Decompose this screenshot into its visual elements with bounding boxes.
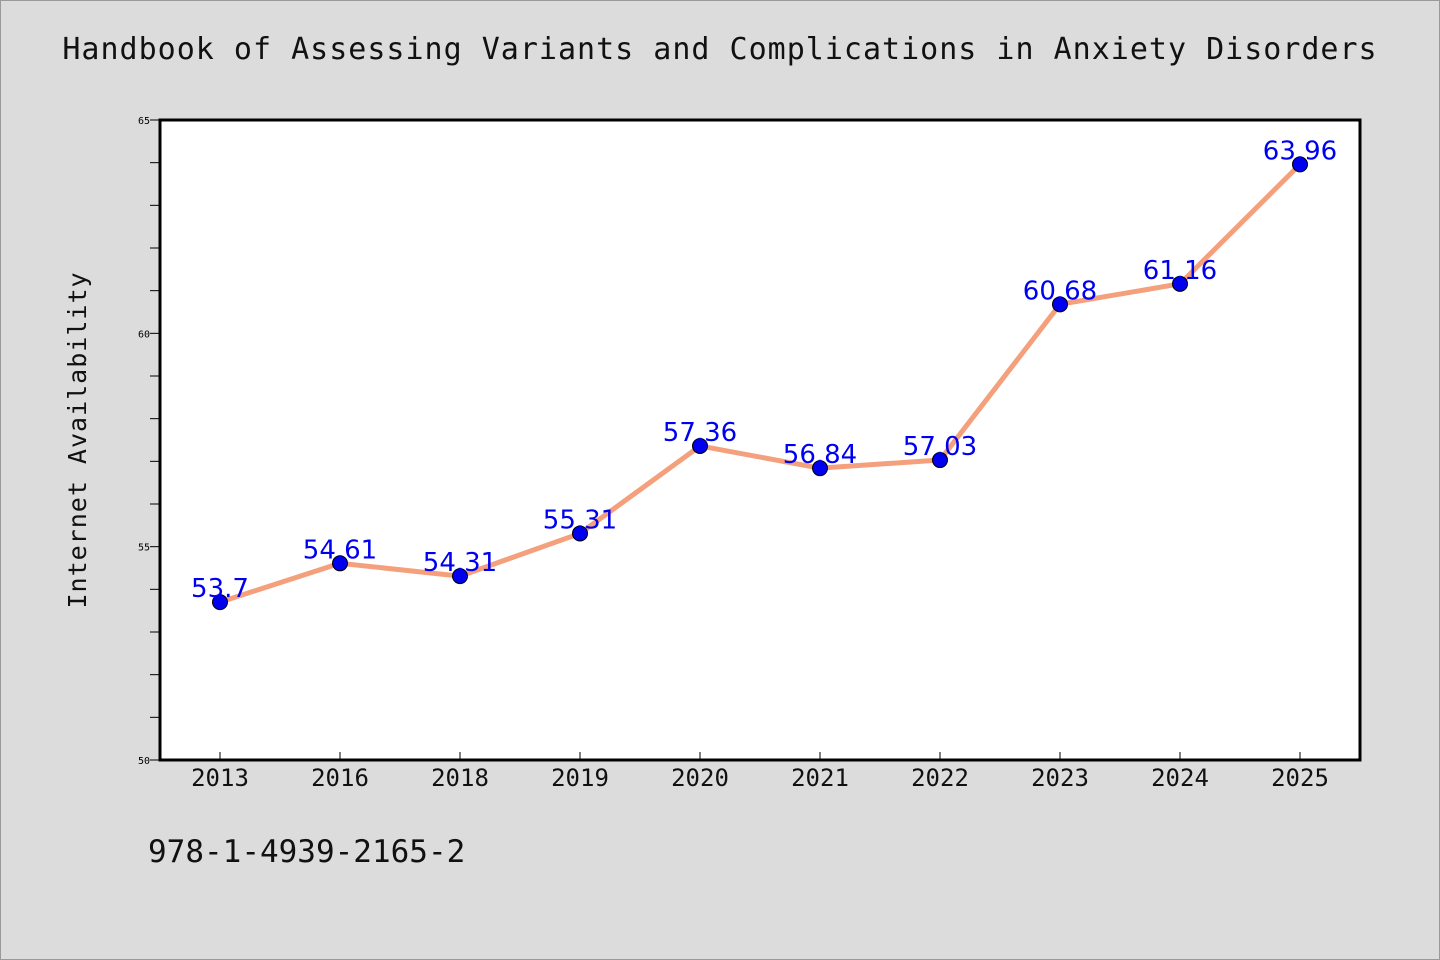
data-label: 54.61 bbox=[303, 535, 377, 565]
data-point bbox=[572, 525, 588, 542]
x-tick-label: 2020 bbox=[671, 764, 729, 792]
data-label: 61.16 bbox=[1143, 256, 1217, 286]
chart-title: Handbook of Assessing Variants and Compl… bbox=[62, 32, 1378, 67]
y-axis: 50 55 60 65 bbox=[138, 116, 160, 767]
x-tick-label: 2016 bbox=[311, 764, 369, 792]
x-tick-label: 2023 bbox=[1031, 764, 1089, 792]
x-axis: 2013 2016 2018 2019 2020 2021 2022 2023 2024 2025 bbox=[191, 752, 1329, 792]
data-points bbox=[212, 156, 1308, 611]
plot-border bbox=[158, 118, 1362, 762]
data-point bbox=[332, 555, 348, 572]
data-point bbox=[212, 594, 228, 611]
data-point bbox=[1172, 275, 1188, 292]
x-tick-label: 2021 bbox=[791, 764, 849, 792]
data-label: 54.31 bbox=[423, 548, 497, 578]
x-tick-label: 2022 bbox=[911, 764, 969, 792]
plot-area bbox=[160, 120, 1360, 760]
x-tick-label: 2018 bbox=[431, 764, 489, 792]
data-label: 55.31 bbox=[543, 505, 617, 535]
data-point bbox=[1052, 296, 1068, 313]
data-label: 56.84 bbox=[783, 440, 857, 470]
y-tick-label: 65 bbox=[138, 116, 150, 127]
data-point bbox=[692, 437, 708, 454]
data-label: 57.36 bbox=[663, 418, 737, 448]
x-tick-label: 2025 bbox=[1271, 764, 1329, 792]
isbn-text: 978-1-4939-2165-2 bbox=[148, 834, 466, 870]
data-label: 63.96 bbox=[1263, 136, 1337, 166]
data-point bbox=[452, 568, 468, 585]
data-point bbox=[812, 460, 828, 477]
data-label: 57.03 bbox=[903, 432, 977, 462]
series-line bbox=[219, 162, 1302, 605]
data-point bbox=[932, 452, 948, 469]
x-tick-label: 2019 bbox=[551, 764, 609, 792]
data-label: 60.68 bbox=[1023, 276, 1097, 306]
data-label: 53.7 bbox=[191, 574, 249, 604]
y-axis-label: Internet Availability bbox=[63, 271, 92, 608]
x-tick-label: 2024 bbox=[1151, 764, 1209, 792]
y-tick-label: 60 bbox=[138, 329, 150, 340]
x-tick-label: 2013 bbox=[191, 764, 249, 792]
y-tick-label: 55 bbox=[138, 543, 150, 554]
y-tick-label: 50 bbox=[138, 756, 150, 767]
data-point bbox=[1292, 156, 1308, 173]
data-labels: 53.7 54.61 54.31 55.31 57.36 56.84 57.03 60.68 6… bbox=[191, 136, 1337, 604]
